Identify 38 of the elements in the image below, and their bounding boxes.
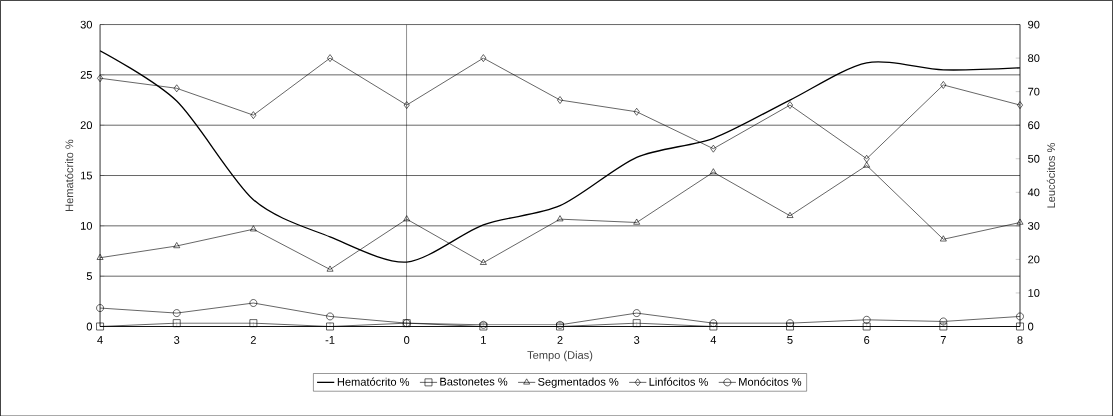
y-tick-label: 10 — [80, 221, 93, 230]
legend-label: Linfócitos % — [649, 377, 708, 386]
legend-label: Hematócrito % — [337, 377, 410, 386]
y2-tick-label: 0 — [1028, 322, 1034, 331]
y2-tick-label: 30 — [1028, 221, 1040, 230]
y2-axis-title: Leucócitos % — [1046, 142, 1056, 208]
x-tick-label: 4 — [97, 335, 103, 344]
x-tick-label: 2 — [250, 335, 256, 344]
legend-label: Segmentados % — [538, 377, 619, 388]
y-tick-label: 5 — [86, 272, 92, 280]
y2-tick-label: 40 — [1027, 188, 1040, 196]
y-axis-title: Hematócrito % — [64, 139, 74, 211]
x-tick-label: 3 — [174, 335, 180, 344]
x-tick-label: 5 — [787, 335, 793, 344]
y-tick-label: 0 — [86, 322, 93, 331]
y2-tick-label: 70 — [1028, 87, 1040, 96]
x-tick-label: 3 — [634, 335, 640, 344]
x-tick-label: 2 — [557, 335, 563, 344]
y2-tick-label: 60 — [1028, 121, 1040, 129]
y-tick-label: 15 — [80, 171, 92, 180]
y2-tick-label: 80 — [1028, 53, 1040, 62]
y-tick-label: 25 — [80, 70, 92, 79]
x-axis-title: Tempo (Dias) — [527, 350, 593, 361]
y-tick-label: 20 — [80, 121, 93, 129]
x-tick-label: 4 — [710, 335, 717, 344]
y2-tick-label: 10 — [1028, 288, 1040, 297]
legend-label: Monócitos % — [739, 377, 802, 386]
legend-label: Bastonetes % — [440, 377, 508, 386]
x-tick-label: 7 — [940, 335, 946, 344]
y-tick-label: 30 — [80, 20, 93, 29]
x-tick-label: 8 — [1017, 335, 1023, 344]
y2-tick-label: 20 — [1028, 255, 1040, 264]
y2-tick-label: 50 — [1028, 154, 1040, 163]
y2-tick-label: 90 — [1028, 20, 1040, 29]
x-tick-label: 0 — [404, 335, 410, 344]
x-tick-label: 1 — [481, 335, 486, 344]
x-tick-label: 6 — [864, 335, 870, 344]
x-tick-label: -1 — [325, 335, 335, 344]
